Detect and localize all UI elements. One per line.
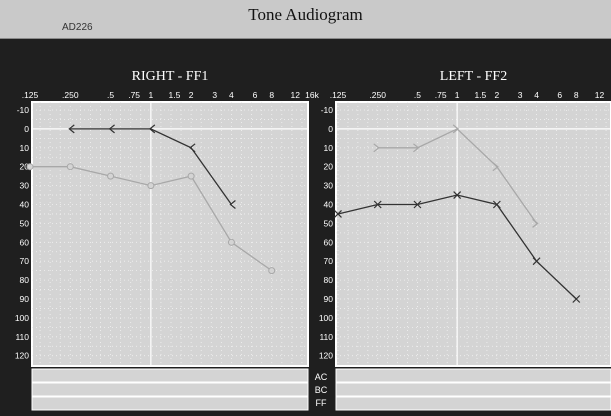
x-tick-label: 3 xyxy=(518,90,523,100)
x-tick-label: 12 xyxy=(595,90,605,100)
data-point xyxy=(108,124,115,134)
x-tick-label: 4 xyxy=(229,90,234,100)
data-point xyxy=(373,200,382,209)
x-tick-label: 6 xyxy=(253,90,258,100)
series-line xyxy=(377,128,538,224)
marker-row xyxy=(335,396,611,411)
plot-area xyxy=(335,101,611,367)
marker-row xyxy=(31,396,309,411)
panel-title: LEFT - FF2 xyxy=(440,69,507,84)
x-tick-label: 1 xyxy=(455,90,460,100)
y-tick-label: 50 xyxy=(20,218,30,228)
data-point xyxy=(452,124,460,134)
x-tick-label: 2 xyxy=(494,90,499,100)
x-tick-label: .5 xyxy=(414,90,421,100)
y-tick-label: 10 xyxy=(324,143,334,153)
marker-row xyxy=(335,368,611,383)
data-point xyxy=(373,143,380,153)
x-tick-label: 1 xyxy=(148,90,153,100)
marker-row-label: AC xyxy=(315,372,328,382)
data-point xyxy=(453,191,462,199)
y-tick-label: 120 xyxy=(15,351,29,361)
x-tick-label: 3 xyxy=(212,90,217,100)
y-tick-label: 30 xyxy=(324,181,334,191)
y-tick-label: 70 xyxy=(20,256,30,266)
x-tick-label: .125 xyxy=(330,90,347,100)
marker-row xyxy=(335,382,611,397)
data-point xyxy=(227,238,235,246)
y-tick-label: -10 xyxy=(17,105,30,115)
y-tick-label: 100 xyxy=(319,313,333,323)
data-point xyxy=(413,200,422,209)
data-point xyxy=(187,172,195,180)
y-tick-label: 30 xyxy=(20,181,30,191)
y-tick-label: 50 xyxy=(324,218,334,228)
x-tick-label: 1.5 xyxy=(169,90,181,100)
panel-title: RIGHT - FF1 xyxy=(132,69,209,84)
x-tick-label: .125 xyxy=(22,90,39,100)
title-bar: AD226 Tone Audiogram xyxy=(0,0,611,39)
x-tick-label: .75 xyxy=(128,90,140,100)
y-tick-label: 100 xyxy=(15,313,29,323)
data-point xyxy=(229,200,236,209)
x-tick-label: 16k xyxy=(305,90,319,100)
data-point xyxy=(189,143,196,153)
app-id: AD226 xyxy=(62,22,93,33)
y-tick-label: 90 xyxy=(324,294,334,304)
app-title: Tone Audiogram xyxy=(248,5,363,24)
data-point xyxy=(66,163,74,171)
data-point xyxy=(492,200,501,209)
data-point xyxy=(148,124,156,134)
data-point xyxy=(334,210,342,218)
x-tick-label: 6 xyxy=(557,90,562,100)
data-point xyxy=(107,172,115,180)
x-tick-label: .75 xyxy=(435,90,447,100)
y-tick-label: 60 xyxy=(324,237,334,247)
x-tick-label: .5 xyxy=(107,90,114,100)
data-point xyxy=(26,163,34,171)
data-point xyxy=(268,267,276,275)
audiogram-panel-right: RIGHT - FF1 .125 .250 .5 .75 1 1.5 2 3 4 6 8 12 16k -1… xyxy=(15,69,320,411)
y-tick-label: 40 xyxy=(20,200,30,210)
y-tick-label: 0 xyxy=(24,124,29,134)
data-point xyxy=(147,182,155,190)
y-tick-label: 80 xyxy=(324,275,334,285)
y-tick-label: -10 xyxy=(321,105,334,115)
data-point xyxy=(413,143,420,153)
y-tick-label: 120 xyxy=(319,351,333,361)
x-tick-label: 8 xyxy=(574,90,579,100)
y-tick-label: 60 xyxy=(20,237,30,247)
data-point xyxy=(492,162,499,172)
x-tick-label: .250 xyxy=(369,90,386,100)
data-point xyxy=(572,295,581,303)
y-tick-label: 20 xyxy=(20,162,30,172)
y-tick-label: 40 xyxy=(324,200,334,210)
data-point xyxy=(532,257,541,266)
y-tick-label: 90 xyxy=(20,294,30,304)
marker-row-label: FF xyxy=(316,398,327,408)
y-tick-label: 20 xyxy=(324,162,334,172)
y-tick-label: 0 xyxy=(328,124,333,134)
y-tick-label: 110 xyxy=(15,332,29,342)
y-tick-label: 80 xyxy=(20,275,30,285)
data-point xyxy=(68,124,75,134)
x-tick-label: 8 xyxy=(269,90,274,100)
marker-row xyxy=(31,382,309,397)
y-tick-label: 70 xyxy=(324,256,334,266)
x-tick-label: 2 xyxy=(189,90,194,100)
audiogram-panel-left: LEFT - FF2.125.250.5.7511.5234681216-100… xyxy=(319,69,611,411)
plot-area xyxy=(31,101,309,367)
x-tick-label: 12 xyxy=(291,90,301,100)
marker-row-label: BC xyxy=(315,385,328,395)
y-tick-label: 10 xyxy=(20,143,30,153)
x-tick-label: .250 xyxy=(62,90,79,100)
y-tick-label: 110 xyxy=(319,332,333,342)
data-point xyxy=(532,218,539,228)
x-tick-label: 1.5 xyxy=(474,90,486,100)
series-line xyxy=(70,128,232,205)
x-tick-label: 4 xyxy=(534,90,539,100)
marker-row xyxy=(31,368,309,383)
